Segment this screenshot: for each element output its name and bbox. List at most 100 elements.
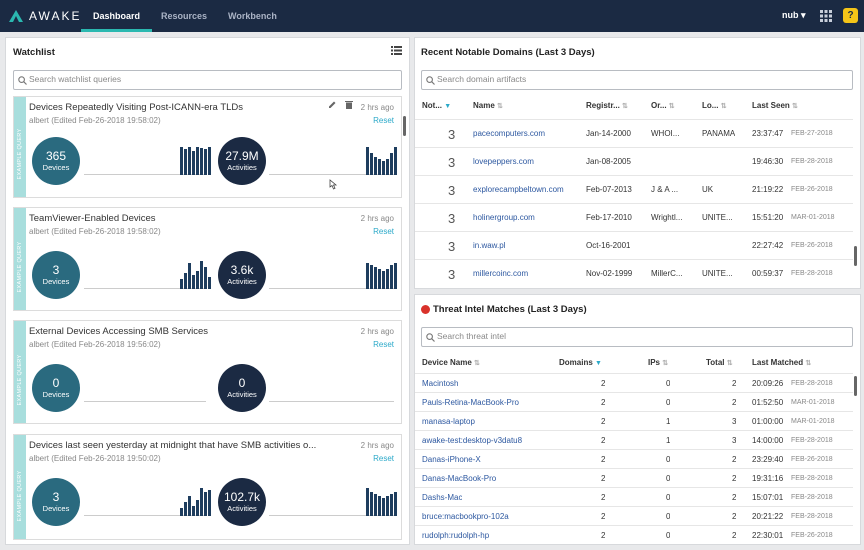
card-subtitle: albert (Edited Feb-26-2018 19:50:02) [29, 454, 161, 463]
table-row[interactable]: 3 pacecomputers.com Jan-14-2000 WHOI... … [415, 119, 853, 147]
col-registered[interactable]: Registr... ⇅ [586, 101, 628, 110]
watchlist-scrollbar[interactable] [403, 116, 406, 136]
table-row[interactable]: awake-test:desktop-v3datu8 2 1 3 14:00:0… [415, 430, 853, 449]
col-location[interactable]: Lo... ⇅ [702, 101, 727, 110]
watchlist-card[interactable]: EXAMPLE QUERY Devices Repeatedly Visitin… [13, 96, 402, 198]
chevron-down-icon: ▾ [801, 10, 806, 20]
table-row[interactable]: bruce:macbookpro-102a 2 0 2 20:21:22 FEB… [415, 506, 853, 525]
table-row[interactable]: Macintosh 2 0 2 20:09:26 FEB-28-2018 [415, 373, 853, 392]
col-notability[interactable]: Not... ▼ [422, 101, 452, 110]
card-subtitle: albert (Edited Feb-26-2018 19:58:02) [29, 227, 161, 236]
help-button[interactable]: ? [843, 8, 858, 23]
table-row[interactable]: Danas-MacBook-Pro 2 0 2 19:31:16 FEB-28-… [415, 468, 853, 487]
activities-baseline [269, 401, 394, 402]
trash-icon[interactable] [345, 100, 353, 109]
activities-baseline [269, 288, 394, 289]
devices-sparkline [180, 259, 211, 289]
activities-sparkline [366, 145, 397, 175]
table-row[interactable]: 3 holinergroup.com Feb-17-2010 Wrightl..… [415, 203, 853, 231]
devices-count[interactable]: 0 Devices [32, 364, 80, 412]
activities-baseline [269, 174, 394, 175]
watchlist-search-input[interactable] [29, 74, 378, 84]
devices-count[interactable]: 3 Devices [32, 478, 80, 526]
domains-scrollbar[interactable] [854, 246, 857, 266]
watchlist-card[interactable]: EXAMPLE QUERY Devices last seen yesterda… [13, 434, 402, 540]
nav-resources[interactable]: Resources [161, 11, 208, 21]
activities-sparkline [366, 259, 397, 289]
logo[interactable]: AWAKE [8, 9, 81, 23]
reset-link[interactable]: Reset [373, 454, 394, 463]
col-last-seen[interactable]: Last Seen ⇅ [752, 101, 798, 110]
watchlist-card[interactable]: EXAMPLE QUERY TeamViewer-Enabled Devices… [13, 207, 402, 311]
devices-sparkline [180, 145, 211, 175]
table-row[interactable]: Pauls-Retina-MacBook-Pro 2 0 2 01:52:50 … [415, 392, 853, 411]
awake-logo-icon [9, 10, 23, 22]
card-title: External Devices Accessing SMB Services [29, 326, 208, 337]
col-ips[interactable]: IPs ⇅ [648, 358, 669, 367]
reset-link[interactable]: Reset [373, 340, 394, 349]
threat-table: Macintosh 2 0 2 20:09:26 FEB-28-2018 Pau… [415, 373, 853, 544]
threat-search[interactable] [421, 327, 853, 347]
card-time: 2 hrs ago [360, 327, 394, 336]
activities-count[interactable]: 102.7k Activities [218, 478, 266, 526]
col-total[interactable]: Total ⇅ [706, 358, 733, 367]
devices-baseline [84, 288, 206, 289]
activities-count[interactable]: 3.6k Activities [218, 251, 266, 299]
threat-title: Threat Intel Matches (Last 3 Days) [433, 304, 587, 315]
table-row[interactable]: 3 explorecampbeltown.com Feb-07-2013 J &… [415, 175, 853, 203]
watchlist-search[interactable] [13, 70, 402, 90]
example-query-ribbon: EXAMPLE QUERY [14, 435, 26, 539]
card-title: TeamViewer-Enabled Devices [29, 213, 156, 224]
activities-sparkline [366, 486, 397, 516]
search-icon [426, 333, 435, 342]
top-nav-bar: AWAKE Dashboard Resources Workbench nub … [0, 0, 864, 32]
devices-baseline [84, 174, 206, 175]
activities-count[interactable]: 0 Activities [218, 364, 266, 412]
alert-dot-icon [421, 305, 430, 314]
table-row[interactable]: 3 lovepeppers.com Jan-08-2005 19:46:30 F… [415, 147, 853, 175]
reset-link[interactable]: Reset [373, 227, 394, 236]
list-menu-icon[interactable] [391, 46, 402, 55]
devices-baseline [84, 401, 206, 402]
watchlist-card[interactable]: EXAMPLE QUERY External Devices Accessing… [13, 320, 402, 424]
devices-baseline [84, 515, 206, 516]
card-time: 2 hrs ago [360, 214, 394, 223]
domains-search[interactable] [421, 70, 853, 90]
example-query-ribbon: EXAMPLE QUERY [14, 208, 26, 310]
col-name[interactable]: Name ⇅ [473, 101, 503, 110]
col-last-matched[interactable]: Last Matched ⇅ [752, 358, 812, 367]
example-query-ribbon: EXAMPLE QUERY [14, 321, 26, 423]
nav-workbench[interactable]: Workbench [228, 11, 277, 21]
col-domains[interactable]: Domains ▼ [559, 358, 602, 367]
devices-count[interactable]: 3 Devices [32, 251, 80, 299]
card-title: Devices Repeatedly Visiting Post-ICANN-e… [29, 102, 244, 113]
activities-baseline [269, 515, 394, 516]
card-time: 2 hrs ago [360, 103, 394, 112]
table-row[interactable]: manasa-laptop 2 1 3 01:00:00 MAR-01-2018 [415, 411, 853, 430]
table-row[interactable]: 3 millercoinc.com Nov-02-1999 MillerC...… [415, 259, 853, 287]
apps-grid-icon[interactable] [820, 10, 832, 22]
table-row[interactable]: rudolph:rudolph-hp 2 0 2 22:30:01 FEB-26… [415, 525, 853, 544]
table-row[interactable]: 3 in.waw.pl Oct-16-2001 22:27:42 FEB-26-… [415, 231, 853, 259]
domains-search-input[interactable] [437, 74, 824, 84]
activities-count[interactable]: 27.9M Activities [218, 137, 266, 185]
watchlist-title: Watchlist [13, 47, 55, 58]
col-org[interactable]: Or... ⇅ [651, 101, 675, 110]
nav-dashboard[interactable]: Dashboard [80, 0, 153, 32]
threat-scrollbar[interactable] [854, 376, 857, 396]
user-menu[interactable]: nub ▾ [782, 10, 806, 21]
domains-table: 3 pacecomputers.com Jan-14-2000 WHOI... … [415, 119, 853, 287]
card-time: 2 hrs ago [360, 441, 394, 450]
reset-link[interactable]: Reset [373, 116, 394, 125]
card-subtitle: albert (Edited Feb-26-2018 19:58:02) [29, 116, 161, 125]
mouse-cursor-icon [329, 179, 338, 190]
card-title: Devices last seen yesterday at midnight … [29, 440, 317, 451]
domains-title: Recent Notable Domains (Last 3 Days) [421, 47, 595, 58]
devices-count[interactable]: 365 Devices [32, 137, 80, 185]
col-device-name[interactable]: Device Name ⇅ [422, 358, 480, 367]
threat-search-input[interactable] [437, 331, 824, 341]
edit-icon[interactable] [328, 100, 337, 109]
table-row[interactable]: Danas-iPhone-X 2 0 2 23:29:40 FEB-26-201… [415, 449, 853, 468]
brand-name: AWAKE [29, 9, 82, 23]
table-row[interactable]: Dashs-Mac 2 0 2 15:07:01 FEB-28-2018 [415, 487, 853, 506]
